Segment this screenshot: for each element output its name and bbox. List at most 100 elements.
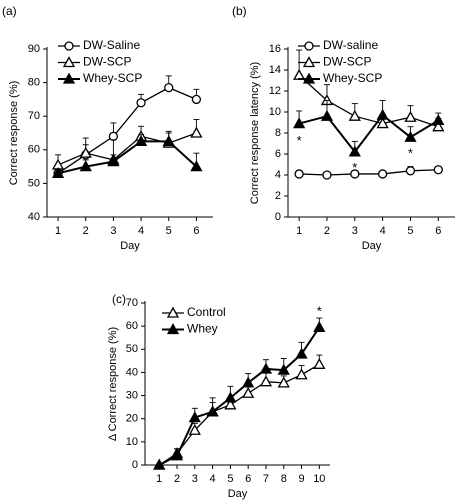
x-axis-label: Day: [362, 240, 382, 252]
y-tick-label: 8: [275, 127, 281, 139]
marker: [293, 117, 306, 129]
marker: [153, 458, 166, 470]
y-tick-label: 90: [28, 43, 40, 55]
y-tick-label: 14: [269, 64, 281, 76]
y-tick-label: 10: [269, 106, 281, 118]
marker: [191, 94, 202, 105]
series-line: [298, 74, 439, 128]
legend-label: Whey-SCP: [83, 71, 142, 85]
marker: [242, 376, 255, 388]
annotation: *: [408, 145, 413, 160]
x-tick-label: 2: [174, 473, 180, 485]
marker: [376, 108, 389, 120]
legend-label: DW-saline: [323, 38, 378, 52]
marker: [405, 166, 416, 176]
x-tick-label: 1: [156, 473, 162, 485]
x-tick-label: 4: [380, 225, 386, 237]
marker: [294, 169, 304, 179]
y-tick-label: 70: [126, 297, 138, 309]
marker: [108, 131, 119, 142]
x-tick-label: 6: [435, 225, 441, 237]
marker: [348, 145, 361, 157]
x-tick-label: 10: [313, 473, 325, 485]
marker: [242, 386, 255, 398]
marker: [188, 423, 201, 435]
x-tick-label: 3: [352, 225, 358, 237]
legend-marker: [166, 306, 180, 318]
x-tick-label: 3: [192, 473, 198, 485]
x-tick-label: 8: [281, 473, 287, 485]
y-tick-label: 6: [275, 148, 281, 160]
series-line: [57, 132, 197, 166]
y-tick-label: 50: [126, 343, 138, 355]
x-axis-label: Day: [120, 240, 140, 252]
y-tick-label: 20: [126, 413, 138, 425]
annotation: *: [317, 304, 322, 319]
legend-marker: [62, 72, 76, 84]
x-tick-label: 4: [138, 225, 144, 237]
panel-label: (a): [2, 4, 17, 18]
y-tick-label: 10: [126, 436, 138, 448]
legend-marker: [302, 56, 316, 68]
y-tick-label: 80: [28, 77, 40, 89]
marker: [433, 165, 443, 175]
marker: [134, 135, 148, 147]
y-tick-label: 60: [126, 320, 138, 332]
x-tick-label: 5: [227, 473, 233, 485]
marker: [432, 114, 445, 126]
y-tick-label: 0: [275, 211, 281, 223]
marker: [432, 120, 445, 132]
y-tick-label: 0: [132, 459, 138, 471]
legend-label: Whey-SCP: [323, 71, 382, 85]
marker: [107, 155, 120, 167]
legend-label: DW-SCP: [83, 55, 131, 69]
x-axis-label: Day: [228, 488, 248, 500]
marker: [206, 405, 219, 417]
x-tick-label: 5: [407, 225, 413, 237]
series-line: [158, 363, 320, 466]
annotation: *: [352, 160, 357, 175]
x-tick-label: 2: [83, 225, 89, 237]
marker: [79, 160, 92, 172]
series-line: [298, 113, 439, 154]
marker: [170, 449, 184, 461]
marker: [277, 376, 290, 388]
legend-label: Whey: [187, 322, 218, 336]
marker: [376, 117, 389, 129]
marker: [295, 347, 308, 359]
x-tick-label: 1: [296, 225, 302, 237]
y-tick-label: 40: [126, 366, 138, 378]
legend-label: DW-Saline: [83, 38, 140, 52]
y-tick-label: 4: [275, 169, 281, 181]
series-line: [158, 326, 321, 466]
y-tick-label: 12: [269, 85, 281, 97]
y-tick-label: 2: [275, 190, 281, 202]
marker: [404, 110, 417, 122]
legend-label: DW-SCP: [323, 55, 371, 69]
panel-label: (c): [112, 292, 126, 306]
y-axis-label: Δ Correct response (%): [107, 327, 119, 441]
x-tick-label: 3: [110, 225, 116, 237]
x-tick-label: 1: [55, 225, 61, 237]
y-tick-label: 16: [269, 43, 281, 55]
y-tick-label: 70: [28, 110, 40, 122]
marker: [348, 109, 361, 121]
series-line: [57, 86, 197, 174]
marker: [51, 166, 65, 178]
x-tick-label: 6: [193, 225, 199, 237]
annotation: *: [297, 133, 302, 148]
marker: [224, 398, 237, 410]
legend-label: Control: [187, 305, 226, 319]
marker: [295, 368, 308, 380]
legend-marker: [62, 56, 76, 68]
marker: [190, 126, 203, 138]
x-tick-label: 2: [324, 225, 330, 237]
y-tick-label: 30: [126, 389, 138, 401]
x-tick-label: 6: [245, 473, 251, 485]
y-axis-label: Correct response latency (%): [249, 62, 261, 204]
marker: [350, 169, 360, 179]
marker: [322, 170, 332, 180]
y-tick-label: 50: [28, 177, 40, 189]
x-tick-label: 7: [263, 473, 269, 485]
